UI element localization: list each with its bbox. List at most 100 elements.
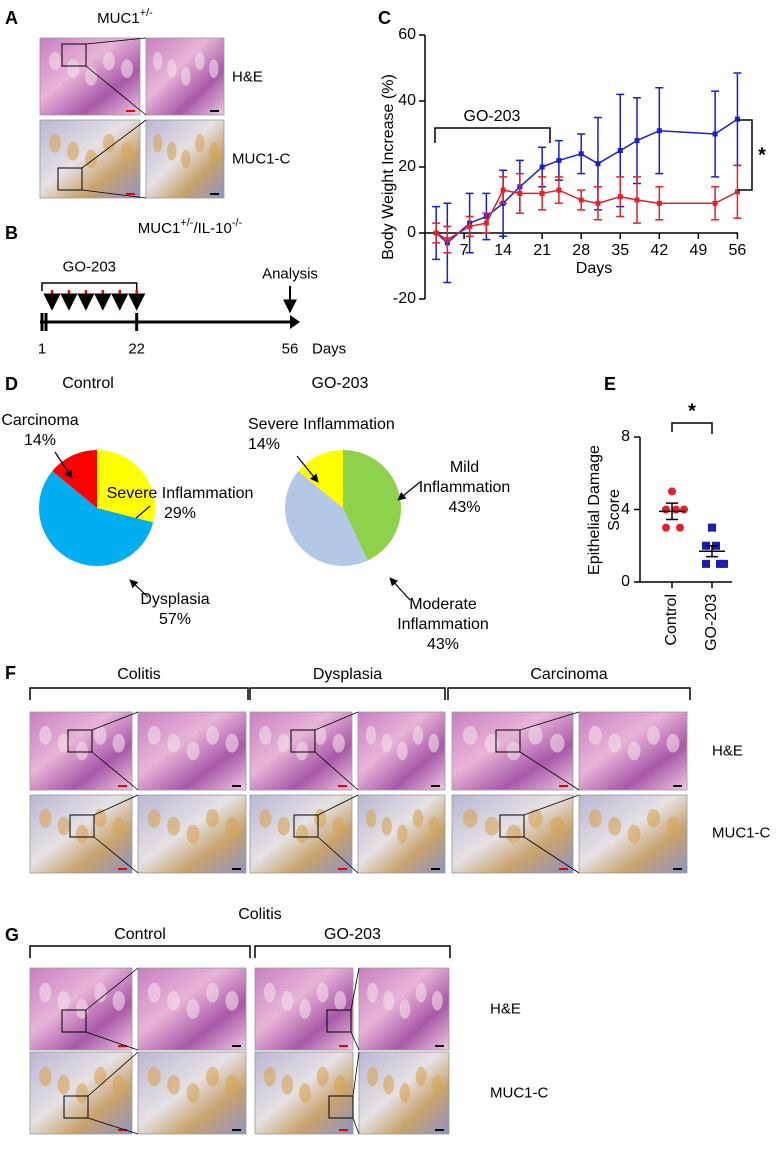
- tissue-crypt: [186, 1083, 200, 1103]
- timeline-arrowhead: [290, 315, 300, 329]
- group-label: Carcinoma: [530, 666, 608, 683]
- scale-bar: [210, 110, 219, 112]
- tissue-crypt: [57, 990, 70, 1011]
- x-axis-label: Days: [575, 260, 613, 277]
- tissue-crypt: [147, 809, 161, 828]
- text: Carcinoma: [1, 412, 79, 429]
- y-axis-label: Body Weight Increase (%): [380, 74, 397, 260]
- zoom-line: [352, 1051, 360, 1097]
- pie-title: GO-203: [311, 375, 369, 392]
- scale-bar: [559, 868, 568, 870]
- zoom-line: [350, 1031, 360, 1051]
- scale-bar: [431, 785, 440, 787]
- tissue-crypt: [277, 816, 290, 836]
- tissue-crypt: [484, 733, 500, 753]
- significance-bracket: [671, 422, 713, 434]
- tissue-crypt: [506, 824, 521, 844]
- tissue-crypt: [462, 726, 478, 745]
- tissue-crypt: [39, 1066, 52, 1087]
- tissue-crypt: [75, 824, 89, 844]
- text: Moderate Inflammation: [397, 596, 489, 633]
- tissue-crypt: [195, 51, 205, 71]
- zoom-box: [61, 43, 87, 67]
- tissue-crypt: [153, 134, 163, 153]
- data-point: [539, 164, 545, 170]
- pie-title: Control: [62, 375, 114, 392]
- x-tick-label: 7: [459, 242, 469, 259]
- tissue-crypt: [484, 816, 500, 836]
- tissue-crypt: [381, 816, 392, 836]
- tissue-crypt: [397, 741, 408, 761]
- tissue-crypt: [332, 733, 345, 753]
- event-label: Analysis: [262, 265, 318, 283]
- slice-value-label: 57%: [158, 611, 192, 628]
- data-point: [734, 189, 740, 195]
- slice-label: Mild Inflammation 43%: [417, 458, 512, 518]
- tissue-crypt: [295, 741, 309, 761]
- group-bracket: [29, 687, 249, 700]
- tissue-crypt: [314, 726, 327, 745]
- tissue-crypt: [112, 1074, 125, 1095]
- panel-title: Colitis: [238, 906, 282, 923]
- data-point: [517, 190, 523, 196]
- data-point: [734, 116, 740, 122]
- zoom-line: [91, 711, 139, 731]
- y-tick-label: 40: [398, 92, 416, 109]
- text: Severe Inflammation: [248, 416, 395, 433]
- tissue-crypt: [263, 1066, 276, 1087]
- tissue-crypt: [167, 816, 181, 836]
- data-point: [708, 523, 716, 532]
- pie-slice: [298, 450, 343, 508]
- tissue-crypt: [49, 134, 61, 153]
- zoom-line: [317, 836, 359, 874]
- tissue-crypt: [112, 816, 125, 836]
- tissue-crypt: [147, 726, 161, 745]
- zoom-line: [350, 967, 360, 1011]
- tissue-crypt: [295, 824, 309, 844]
- zoom-line: [85, 37, 147, 45]
- scale-bar: [559, 785, 568, 787]
- zoom-line: [317, 794, 359, 816]
- tissue-crypt: [281, 1074, 294, 1095]
- zoom-line: [87, 1051, 139, 1097]
- data-point: [556, 187, 562, 193]
- zoom-box: [499, 814, 525, 838]
- tissue-crypt: [186, 999, 200, 1019]
- zoom-line: [85, 1031, 139, 1051]
- x-tick-label: Control: [663, 594, 680, 646]
- row-label: H&E: [490, 1000, 521, 1018]
- tissue-crypt: [103, 134, 115, 153]
- zoom-line: [519, 711, 580, 731]
- scale-bar: [232, 1045, 241, 1047]
- scale-bar: [126, 193, 135, 195]
- x-tick-label: GO-203: [703, 594, 720, 651]
- scale-bar: [339, 1045, 348, 1047]
- scale-bar: [431, 868, 440, 870]
- tissue-crypt: [57, 733, 70, 753]
- series-line: [435, 189, 738, 241]
- data-point: [680, 505, 688, 514]
- y-tick-label: 0: [621, 573, 630, 590]
- zoom-box: [495, 729, 521, 753]
- tissue-crypt: [39, 726, 52, 745]
- data-point: [702, 559, 710, 568]
- scale-bar: [673, 868, 682, 870]
- x-tick-label: 14: [494, 242, 512, 259]
- text: Mild Inflammation: [418, 459, 511, 496]
- data-point: [595, 200, 601, 206]
- tissue-crypt: [85, 149, 97, 169]
- treatment-bracket: [434, 127, 551, 143]
- tissue-crypt: [67, 59, 79, 79]
- label-arrow: [389, 577, 411, 601]
- tissue-crypt: [412, 726, 424, 745]
- x-tick-label: 21: [533, 242, 552, 259]
- tissue-crypt: [506, 741, 521, 761]
- tissue-crypt: [627, 824, 641, 844]
- data-point: [662, 523, 670, 532]
- zoom-line: [352, 1117, 360, 1135]
- tissue-crypt: [75, 1083, 89, 1103]
- slice-value-label: 14%: [248, 436, 281, 453]
- pie-slice: [285, 471, 368, 566]
- tissue-crypt: [383, 1074, 395, 1095]
